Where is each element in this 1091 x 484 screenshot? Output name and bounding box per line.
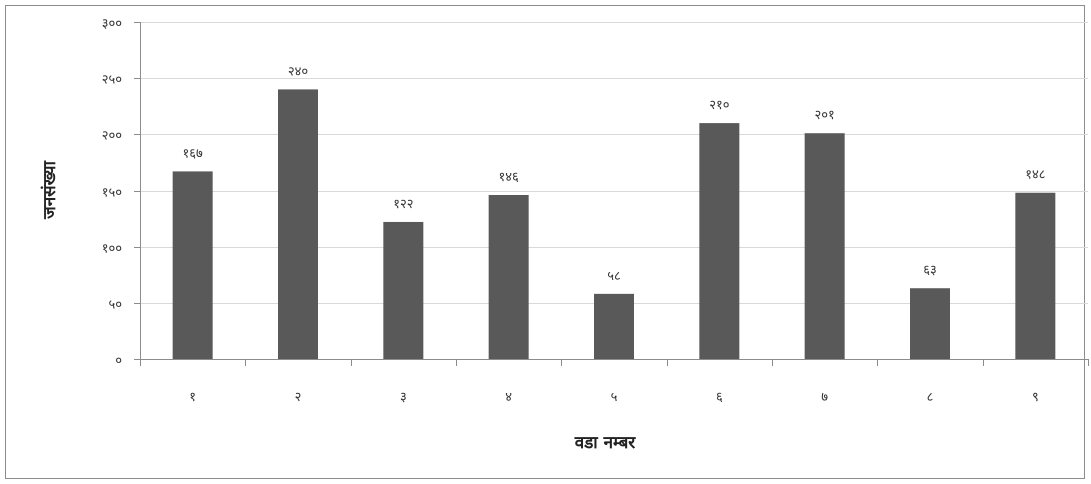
bar bbox=[699, 123, 740, 359]
bar bbox=[488, 194, 529, 359]
x-tick-label: ९ bbox=[1032, 390, 1039, 405]
data-label: २४० bbox=[288, 64, 308, 79]
y-tick-label: १०० bbox=[102, 242, 122, 257]
x-tick-label: ७ bbox=[821, 390, 828, 405]
labels: ० ५० १०० १५० २०० २५० ३०० १६७ १ २४० २ १२२ ३ १४६ ४ ५८ ५ २१०… bbox=[102, 17, 1046, 406]
bars bbox=[172, 89, 1056, 360]
bar bbox=[804, 133, 845, 359]
x-tick-label: ८ bbox=[927, 390, 934, 405]
data-label: १४८ bbox=[1025, 168, 1046, 183]
bar bbox=[594, 293, 634, 359]
bar bbox=[383, 221, 424, 359]
x-tick-label: ६ bbox=[716, 390, 723, 405]
x-tick-label: ३ bbox=[400, 390, 407, 405]
y-tick-label: १५० bbox=[102, 186, 122, 201]
data-label: १६७ bbox=[183, 146, 204, 161]
x-axis-title: वडा नम्बर bbox=[574, 433, 637, 453]
bar bbox=[910, 288, 950, 359]
y-tick-label: ० bbox=[115, 354, 122, 369]
y-tick-label: २०० bbox=[102, 129, 122, 144]
x-tick-label: ५ bbox=[611, 390, 618, 405]
data-label: २१० bbox=[709, 98, 729, 113]
data-label: २०१ bbox=[815, 108, 835, 123]
y-axis-title: जनसंख्या bbox=[40, 161, 60, 220]
data-label: १४६ bbox=[499, 170, 520, 185]
x-tick-label: २ bbox=[295, 390, 302, 405]
x-tick-label: १ bbox=[189, 390, 196, 405]
data-label: १२२ bbox=[393, 197, 413, 212]
bar bbox=[172, 171, 213, 359]
y-tick-label: ५० bbox=[108, 298, 122, 313]
y-tick-label: २५० bbox=[102, 73, 122, 88]
axes bbox=[134, 22, 1089, 366]
bar bbox=[1015, 192, 1056, 359]
x-tick-label: ४ bbox=[505, 390, 512, 405]
data-label: ५८ bbox=[607, 269, 621, 284]
data-label: ६३ bbox=[923, 263, 937, 278]
y-tick-label: ३०० bbox=[102, 17, 122, 32]
bar bbox=[278, 89, 318, 360]
